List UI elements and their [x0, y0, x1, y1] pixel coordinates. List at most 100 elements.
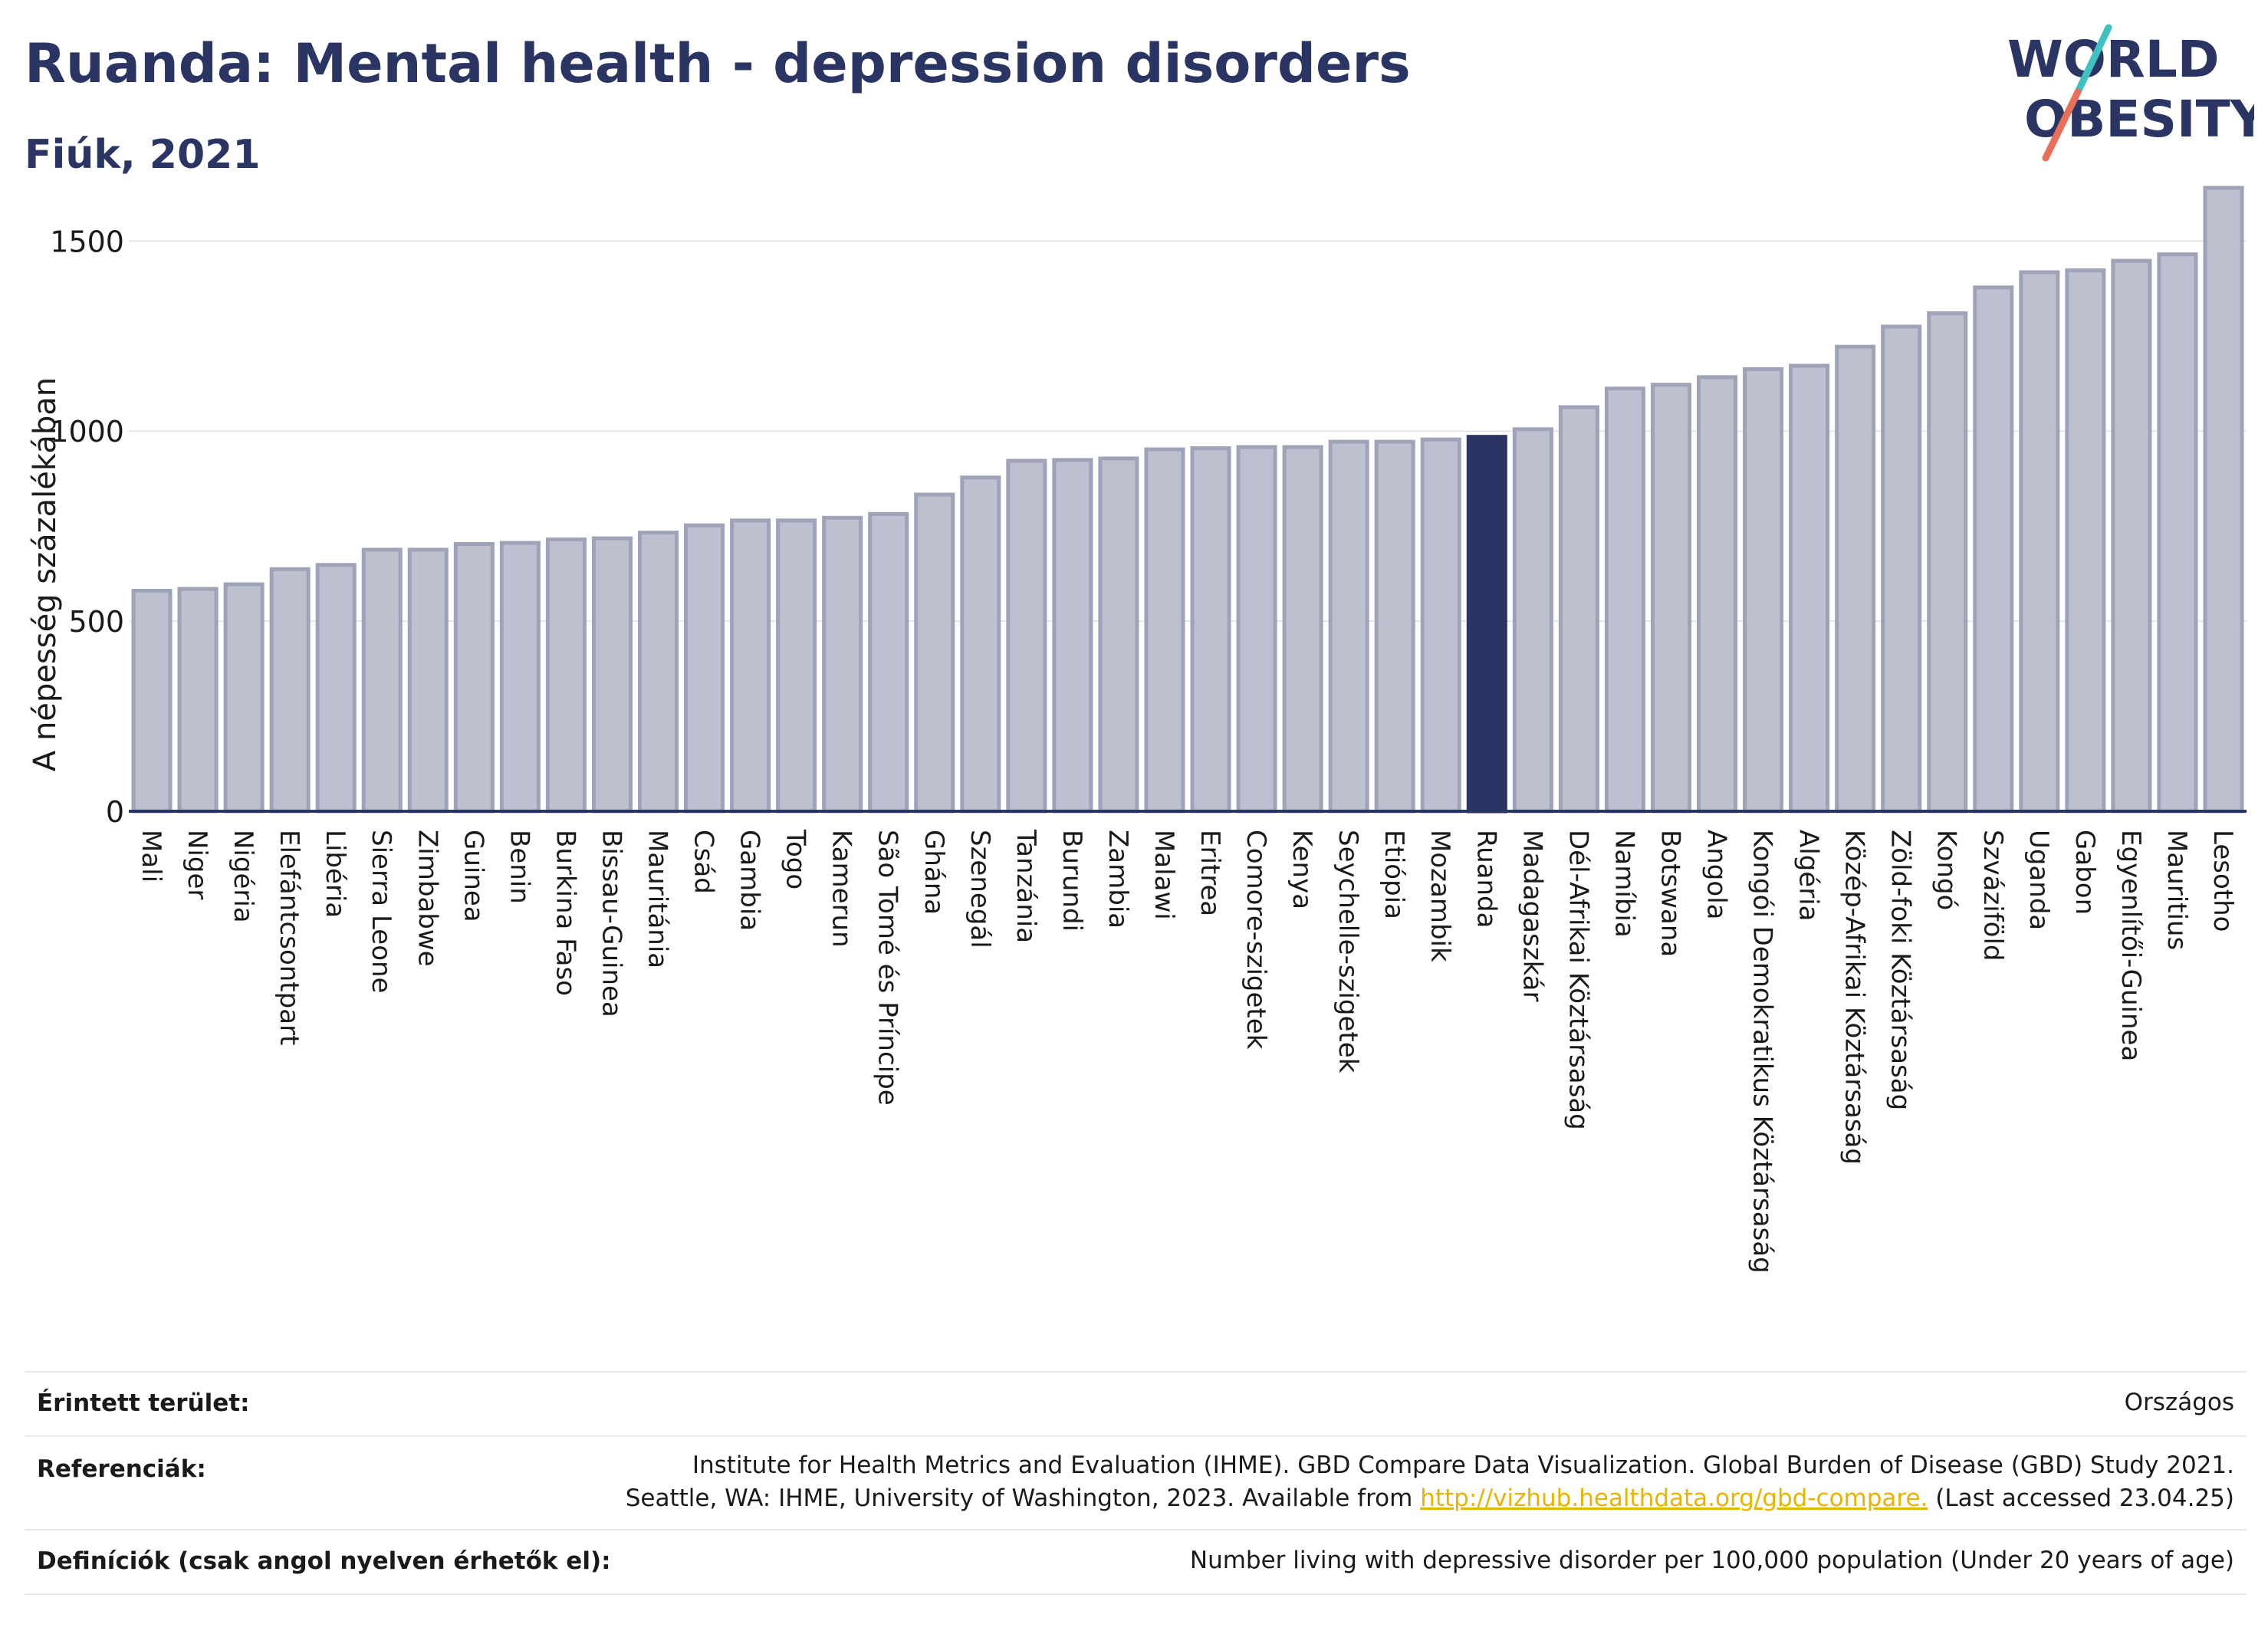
- bar[interactable]: [407, 547, 449, 814]
- footer-area-row: Érintett terület: Országos: [25, 1373, 2247, 1435]
- x-tick-labels: Mali Niger Nigéria Elefántcsontpart Libéria S…: [136, 829, 2238, 1274]
- x-tick-label: Niger: [182, 830, 212, 899]
- x-tick-label: Seychelle-szigetek: [1333, 830, 1363, 1073]
- x-tick-label: Ruanda: [1471, 830, 1501, 928]
- chart-title: Ruanda: Mental health - depression disor…: [25, 32, 1411, 95]
- x-tick-label: Gambia: [735, 830, 765, 931]
- area-value: Országos: [2124, 1389, 2234, 1416]
- bar[interactable]: [1098, 456, 1139, 814]
- x-tick-label: Mali: [136, 830, 166, 883]
- x-tick-label: Mozambik: [1425, 830, 1455, 962]
- y-tick-label: 0: [106, 795, 124, 829]
- logo-slash-teal: [2074, 24, 2112, 96]
- bar[interactable]: [453, 541, 495, 814]
- area-label: Érintett terület:: [37, 1389, 250, 1417]
- bars: [131, 186, 2244, 814]
- bar[interactable]: [315, 563, 357, 814]
- chart-subtitle: Fiúk, 2021: [25, 132, 261, 178]
- bar[interactable]: [1190, 446, 1231, 814]
- y-tick-label: 1000: [50, 415, 124, 449]
- bar[interactable]: [1835, 344, 1876, 814]
- bar-chart: 0 500 1000 1500 Mali Niger Nigéria Elefántcson…: [28, 186, 2247, 1274]
- references-line-2: Seattle, WA: IHME, University of Washing…: [626, 1482, 2234, 1515]
- bar[interactable]: [1973, 285, 2014, 814]
- y-tick-labels: 0 500 1000 1500: [50, 225, 124, 829]
- x-tick-label: Benin: [504, 830, 534, 904]
- references-label: Referenciák:: [37, 1455, 206, 1483]
- x-tick-label: Sierra Leone: [366, 830, 396, 993]
- x-tick-label: Szenegál: [965, 830, 995, 949]
- bar[interactable]: [2019, 270, 2060, 814]
- x-tick-label: Togo: [781, 829, 811, 889]
- bar[interactable]: [591, 536, 633, 814]
- x-tick-label: Ghána: [919, 830, 949, 915]
- x-tick-label: Burkina Faso: [550, 830, 580, 996]
- bar[interactable]: [776, 518, 817, 814]
- bar[interactable]: [1052, 458, 1093, 814]
- x-tick-label: Madagaszkár: [1517, 830, 1547, 1001]
- footer-rule-1: [25, 1435, 2247, 1437]
- x-tick-label: Lesotho: [2207, 830, 2238, 932]
- bar[interactable]: [269, 567, 311, 814]
- bar[interactable]: [1236, 445, 1277, 814]
- bar[interactable]: [361, 547, 403, 814]
- references-line-2-suffix: (Last accessed 23.04.25): [1928, 1484, 2234, 1512]
- bar[interactable]: [1604, 386, 1645, 814]
- x-tick-label: Libéria: [320, 830, 350, 918]
- bar[interactable]: [499, 541, 541, 814]
- bar[interactable]: [1006, 459, 1047, 814]
- footer-references-row: Referenciák: Institute for Health Metric…: [25, 1437, 2247, 1529]
- bar[interactable]: [1927, 311, 1968, 814]
- bar[interactable]: [1282, 445, 1323, 814]
- x-tick-label: Comore-szigetek: [1241, 830, 1271, 1050]
- bar[interactable]: [177, 587, 219, 814]
- bar[interactable]: [2203, 186, 2244, 814]
- bar[interactable]: [1743, 367, 1784, 814]
- x-tick-label: Zambia: [1103, 830, 1133, 929]
- bar[interactable]: [684, 523, 725, 814]
- y-axis-title: A népesség százalékában: [28, 377, 63, 771]
- bar[interactable]: [1881, 324, 1922, 814]
- bar[interactable]: [868, 511, 909, 814]
- bar[interactable]: [1144, 447, 1185, 814]
- y-tick-label: 500: [68, 605, 124, 639]
- bar[interactable]: [1789, 363, 1830, 814]
- references-link[interactable]: http://vizhub.healthdata.org/gbd-compare…: [1420, 1484, 1928, 1512]
- bar[interactable]: [637, 531, 679, 814]
- definitions-label: Definíciók (csak angol nyelven érhetők e…: [37, 1547, 611, 1575]
- bar[interactable]: [1512, 427, 1553, 814]
- bar[interactable]: [960, 475, 1001, 814]
- world-obesity-logo: WORLD OBESITY: [2007, 24, 2254, 162]
- bar[interactable]: [2157, 252, 2198, 814]
- bar-highlighted[interactable]: [1466, 435, 1507, 814]
- bar[interactable]: [822, 515, 863, 814]
- x-tick-label: Egyenlítői-Guinea: [2115, 830, 2146, 1061]
- bar[interactable]: [223, 582, 265, 814]
- bar[interactable]: [730, 518, 771, 814]
- bar[interactable]: [545, 538, 587, 814]
- logo-word-world: WORLD: [2007, 30, 2220, 89]
- bar[interactable]: [131, 588, 173, 814]
- x-tick-label: Zimbabwe: [412, 830, 442, 967]
- bar[interactable]: [1328, 439, 1369, 814]
- bar[interactable]: [1558, 405, 1599, 814]
- references-text: Institute for Health Metrics and Evaluat…: [626, 1449, 2234, 1515]
- references-line-2-prefix: Seattle, WA: IHME, University of Washing…: [625, 1484, 1421, 1512]
- bar[interactable]: [1650, 383, 1691, 814]
- footer-rule-bottom: [25, 1593, 2247, 1595]
- x-tick-label: Kongói Demokratikus Köztársaság: [1747, 830, 1778, 1274]
- footer-rule-2: [25, 1529, 2247, 1530]
- bar[interactable]: [1374, 439, 1415, 814]
- bar[interactable]: [914, 492, 955, 814]
- bar[interactable]: [2065, 268, 2106, 814]
- x-tick-label: Uganda: [2023, 830, 2054, 930]
- bar[interactable]: [2111, 258, 2152, 814]
- x-tick-label: Burundi: [1057, 830, 1087, 932]
- references-line-1: Institute for Health Metrics and Evaluat…: [692, 1452, 2234, 1479]
- x-tick-label: Eritrea: [1195, 830, 1225, 916]
- x-tick-label: Malawi: [1149, 830, 1179, 920]
- bar[interactable]: [1420, 437, 1461, 814]
- x-tick-label: Gabon: [2069, 830, 2100, 915]
- x-tick-label: Bissau-Guinea: [596, 830, 626, 1018]
- bar[interactable]: [1696, 375, 1738, 814]
